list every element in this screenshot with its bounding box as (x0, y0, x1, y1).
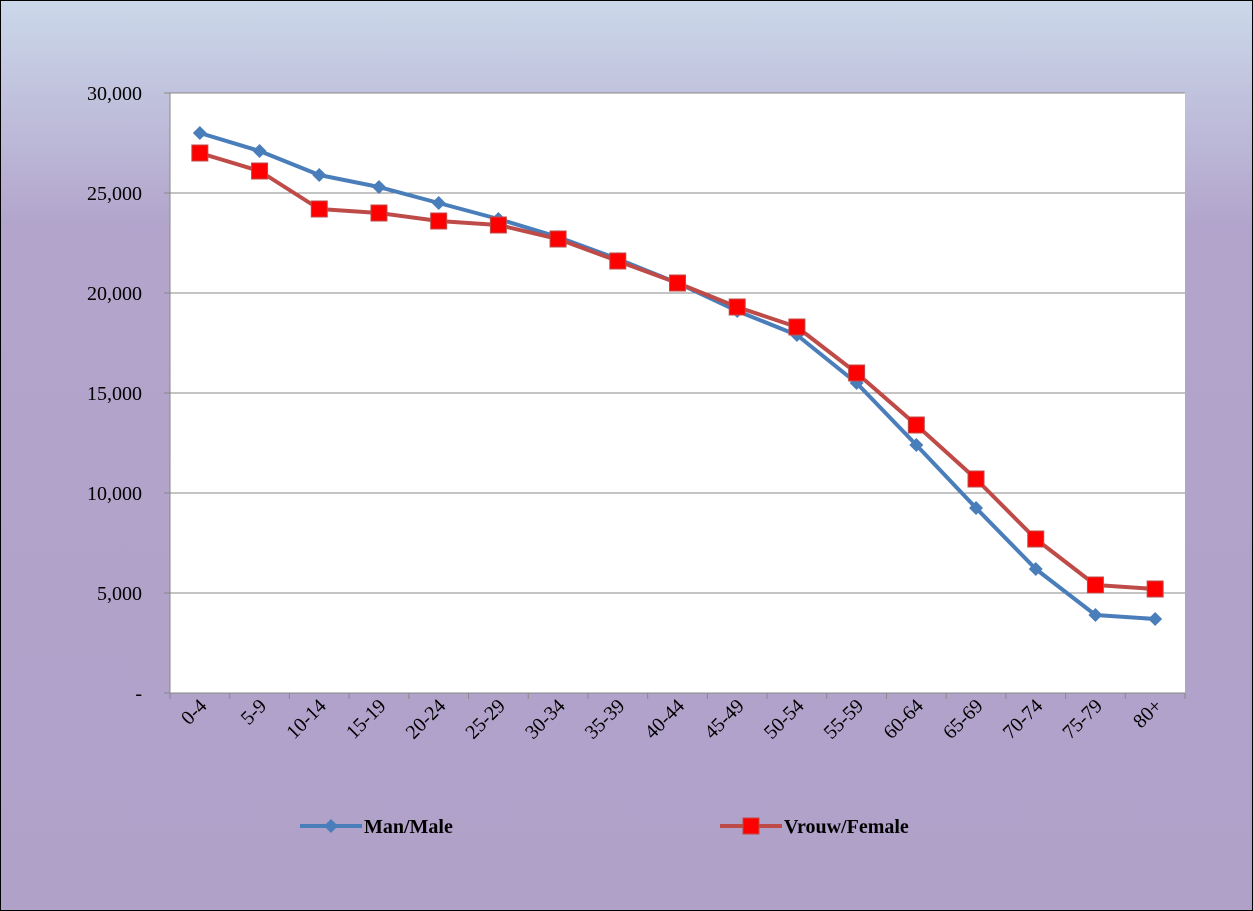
y-tick-label: 30,000 (87, 83, 142, 105)
legend-label: Vrouw/Female (784, 816, 909, 838)
marker (370, 204, 388, 222)
marker (1088, 608, 1103, 622)
marker (669, 274, 686, 292)
legend-item: Man/Male (300, 816, 453, 838)
marker (489, 216, 507, 234)
marker (1027, 530, 1045, 548)
marker (967, 470, 985, 488)
marker (907, 416, 925, 434)
marker (310, 200, 328, 218)
marker (371, 180, 386, 194)
marker (788, 318, 806, 336)
marker (969, 501, 984, 515)
marker (430, 212, 448, 230)
y-tick-label: 25,000 (87, 183, 142, 205)
marker (1028, 562, 1043, 576)
marker (609, 252, 627, 270)
marker (431, 196, 446, 210)
marker (1146, 580, 1164, 598)
y-tick-label: 10,000 (87, 483, 142, 505)
marker (252, 144, 267, 158)
marker (549, 230, 567, 248)
legend-marker (742, 817, 760, 835)
marker (909, 438, 924, 452)
marker (1086, 576, 1104, 594)
legend-marker (324, 819, 338, 833)
legend-item: Vrouw/Female (720, 816, 909, 838)
y-tick-label: 5,000 (97, 583, 142, 605)
marker (191, 144, 209, 162)
marker (848, 364, 866, 382)
marker (251, 162, 269, 180)
marker (192, 126, 207, 140)
y-tick-label: - (135, 683, 142, 705)
marker (312, 168, 327, 182)
marker (1148, 612, 1163, 626)
legend-label: Man/Male (364, 816, 453, 838)
y-tick-label: 20,000 (87, 283, 142, 305)
y-tick-label: 15,000 (87, 383, 142, 405)
marker (728, 298, 746, 316)
